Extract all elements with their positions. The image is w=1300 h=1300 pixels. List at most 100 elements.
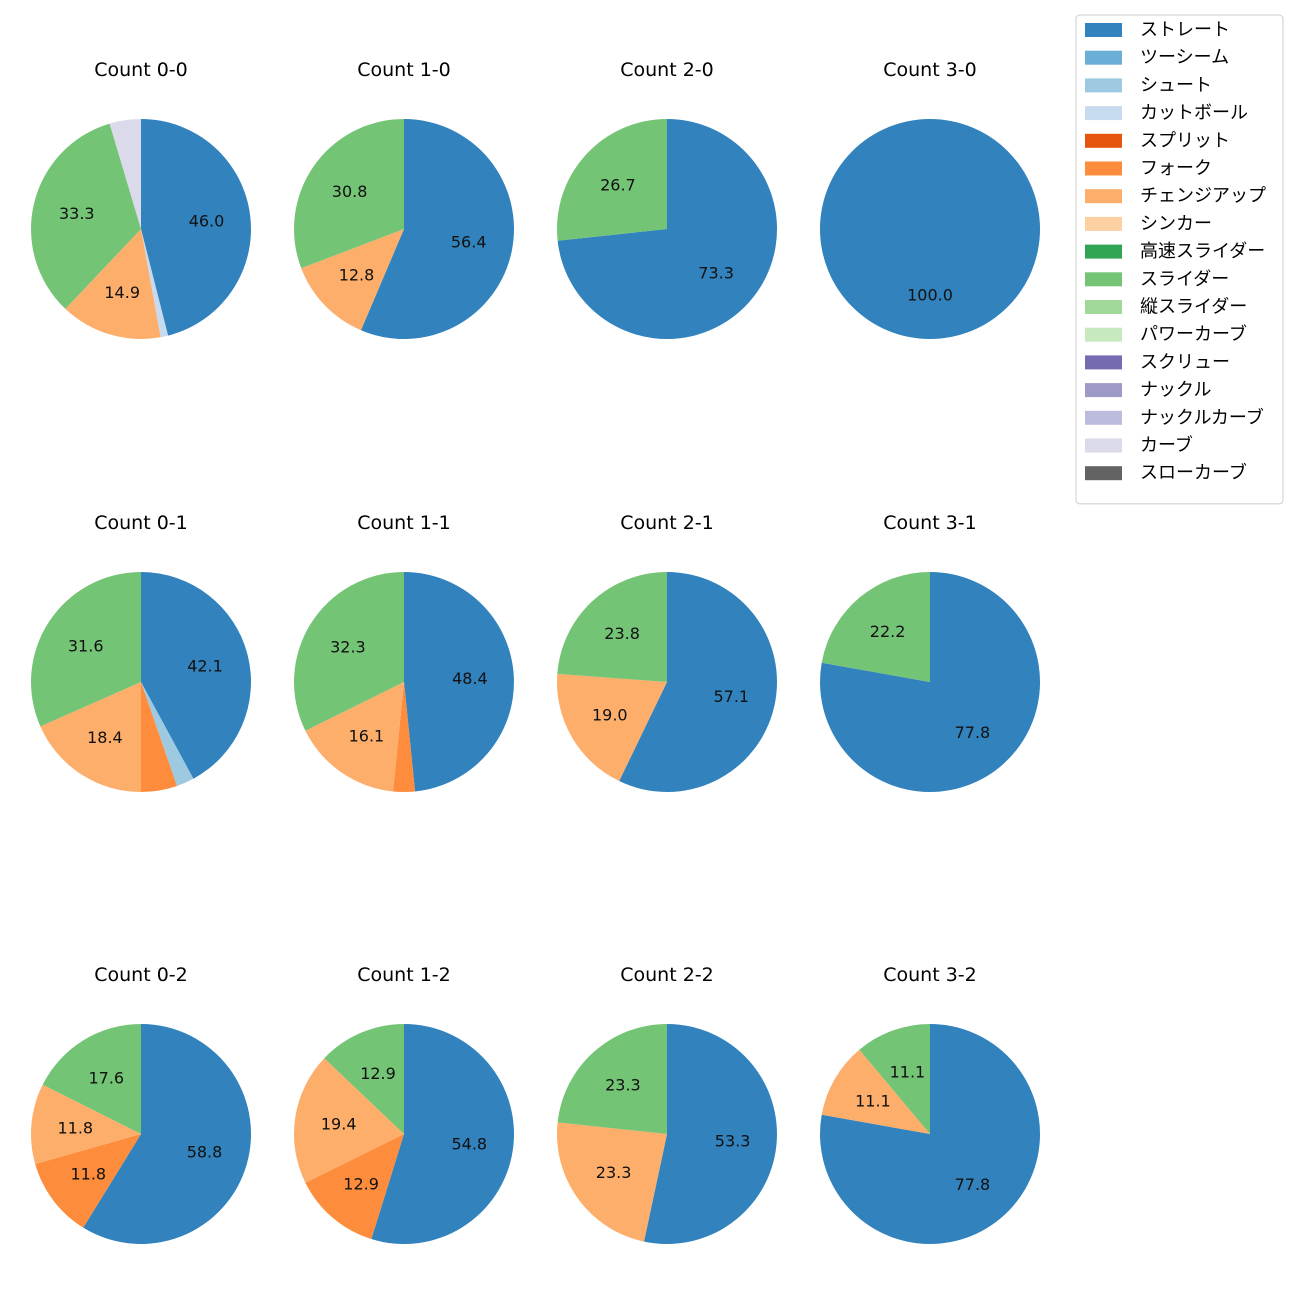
pie-slice	[859, 1024, 930, 1134]
pie-slice	[820, 572, 1041, 792]
legend-label: カーブ	[1140, 434, 1193, 456]
pie-chart: Count 2-0 73.3 26.7	[557, 59, 778, 340]
pie-slice	[141, 682, 177, 792]
legend-label: カットボール	[1140, 103, 1248, 124]
legend-label: シュート	[1140, 75, 1212, 96]
pie-slice	[141, 682, 194, 786]
legend-swatch	[1085, 133, 1122, 148]
pie-chart: Count 1-2 54.8 12.9 19.4 12.9	[294, 964, 514, 1244]
legend-item: ツーシーム	[1085, 47, 1229, 68]
legend-item: ストレート	[1085, 20, 1230, 41]
slice-label: 23.8	[604, 624, 640, 643]
legend-swatch	[1085, 383, 1122, 398]
pie-slice	[821, 572, 930, 682]
legend-label: ナックルカーブ	[1140, 406, 1264, 428]
slice-label: 12.9	[360, 1064, 396, 1083]
pie-slice	[294, 572, 404, 731]
legend-label: パワーカーブ	[1140, 323, 1247, 345]
pie-slice	[141, 572, 251, 779]
pie-chart: Count 3-1 77.8 22.2	[820, 512, 1041, 792]
pie-slice	[643, 1024, 777, 1244]
chart-title: Count 1-2	[357, 964, 451, 986]
legend-swatch	[1085, 189, 1122, 204]
pie-slice	[392, 682, 416, 792]
legend-item: ナックル	[1085, 380, 1211, 401]
chart-title: Count 1-1	[357, 512, 451, 534]
legend-swatch	[1085, 327, 1122, 342]
pie-chart: Count 0-2 58.8 11.8 11.8 17.6	[31, 964, 251, 1244]
pie-slice	[30, 572, 141, 727]
legend-label: フォーク	[1140, 158, 1212, 179]
pie-slice	[305, 1134, 404, 1240]
pie-chart: Count 1-1 48.4 16.1 32.3	[294, 512, 514, 792]
legend-label: ツーシーム	[1140, 47, 1229, 68]
pie-slice	[360, 119, 514, 339]
slice-label: 30.8	[332, 182, 368, 201]
pie-chart: Count 0-0 46.0 14.9 33.3	[31, 59, 251, 340]
slice-label: 57.1	[713, 687, 749, 706]
legend-item: カットボール	[1085, 103, 1248, 124]
legend-label: 縦スライダー	[1140, 297, 1247, 318]
chart-title: Count 3-1	[883, 512, 977, 534]
slice-label: 19.4	[321, 1115, 357, 1134]
slice-label: 58.8	[187, 1143, 223, 1162]
pie-slice	[404, 572, 514, 792]
slice-label: 14.9	[104, 283, 140, 302]
slice-label: 11.8	[70, 1164, 106, 1183]
legend-swatch	[1085, 410, 1122, 425]
legend-item: パワーカーブ	[1085, 323, 1247, 345]
pie-slice	[821, 1049, 930, 1134]
legend-swatch	[1085, 106, 1122, 121]
legend-swatch	[1085, 78, 1122, 93]
pie-slice	[557, 1024, 667, 1134]
slice-label: 31.6	[68, 636, 104, 655]
legend-swatch	[1085, 355, 1122, 370]
pie-slice	[557, 572, 667, 682]
chart-title: Count 3-0	[883, 59, 977, 81]
legend-label: ナックル	[1140, 380, 1211, 401]
chart-title: Count 2-0	[620, 59, 714, 81]
legend-item: カーブ	[1085, 434, 1193, 456]
slice-label: 23.3	[605, 1075, 641, 1094]
legend-swatch	[1085, 466, 1122, 481]
slice-label: 46.0	[189, 211, 225, 230]
pie-slice	[305, 682, 404, 792]
legend-item: スローカーブ	[1085, 462, 1247, 484]
legend-item: フォーク	[1085, 158, 1212, 179]
pie-slice	[31, 1084, 142, 1165]
legend-swatch	[1085, 50, 1122, 65]
pie-slice	[557, 673, 667, 782]
legend-swatch	[1085, 272, 1122, 287]
pie-slice	[141, 229, 169, 338]
legend-item: チェンジアップ	[1085, 186, 1266, 207]
chart-title: Count 2-1	[620, 512, 714, 534]
legend-label: チェンジアップ	[1140, 186, 1266, 207]
slice-label: 16.1	[349, 727, 385, 746]
pie-slice	[141, 119, 251, 336]
chart-title: Count 0-2	[94, 964, 188, 986]
legend-item: シンカー	[1085, 213, 1212, 234]
legend-item: スライダー	[1085, 269, 1229, 290]
pie-slice	[65, 229, 161, 340]
pie-chart: Count 3-0 100.0	[820, 59, 1040, 339]
legend: ストレートツーシームシュートカットボールスプリットフォークチェンジアップシンカー…	[1075, 14, 1284, 505]
pie-chart: Count 2-1 57.1 19.0 23.8	[557, 512, 778, 792]
pie-slice	[556, 1122, 667, 1242]
pie-slice	[109, 119, 141, 229]
slice-label: 18.4	[87, 728, 123, 747]
pie-chart: Count 2-2 53.3 23.3 23.3	[556, 964, 777, 1244]
pie-slice	[83, 1024, 251, 1244]
pie-slice	[619, 572, 778, 792]
legend-label: シンカー	[1140, 213, 1212, 234]
legend-swatch	[1085, 244, 1122, 259]
chart-title: Count 0-0	[94, 59, 188, 81]
slice-label: 42.1	[187, 656, 223, 675]
slice-label: 33.3	[59, 204, 95, 223]
pie-slice	[371, 1024, 514, 1244]
slice-label: 12.9	[343, 1175, 379, 1194]
pie-slice	[557, 119, 778, 340]
chart-title: Count 1-0	[357, 59, 451, 81]
pie-chart: Count 0-1 42.1 18.4 31.6	[30, 512, 251, 792]
slice-label: 11.1	[855, 1091, 891, 1110]
